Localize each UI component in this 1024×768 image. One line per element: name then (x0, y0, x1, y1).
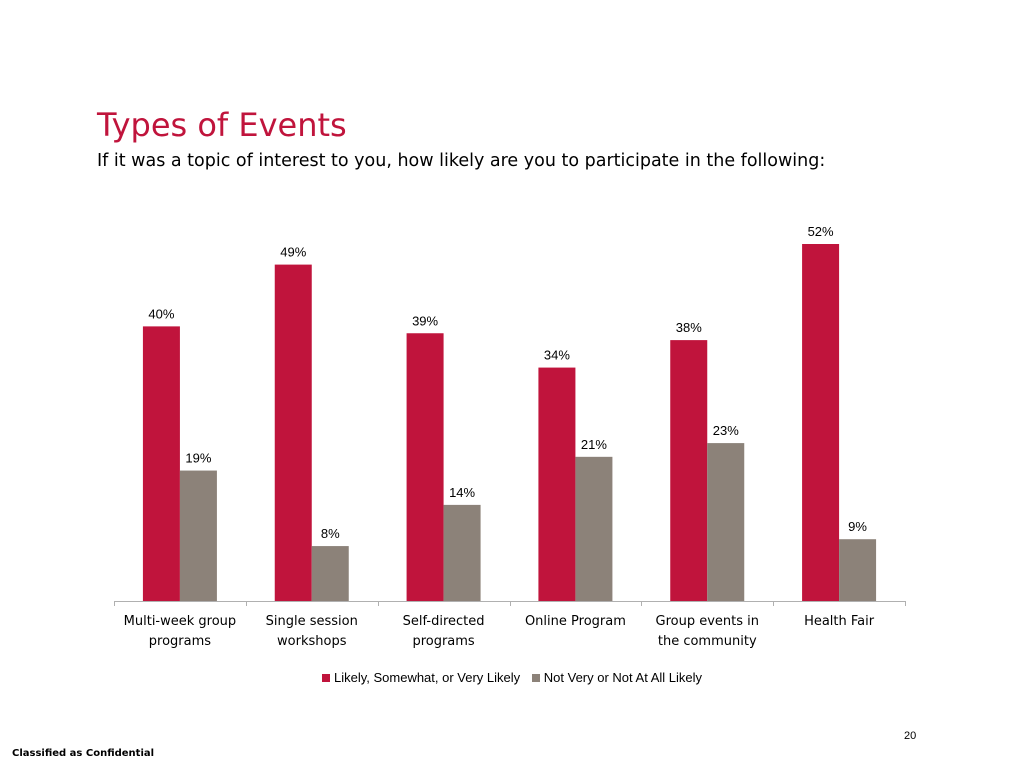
bar-likely (670, 340, 708, 601)
legend-item-likely: Likely, Somewhat, or Very Likely (321, 670, 521, 685)
data-label: 39% (412, 313, 438, 328)
bar-likely (538, 367, 576, 601)
data-label: 19% (185, 451, 211, 466)
slide-subtitle: If it was a topic of interest to you, ho… (97, 151, 826, 171)
bar-not-likely (179, 470, 217, 601)
category-label: workshops (277, 634, 347, 649)
bar-likely (406, 333, 444, 601)
slide-title: Types of Events (97, 106, 347, 144)
data-label: 34% (544, 348, 570, 363)
bar-likely (142, 326, 180, 601)
data-label: 49% (280, 245, 306, 260)
page-number: 20 (904, 730, 917, 742)
category-label: Multi-week group (124, 614, 237, 629)
bar-likely (802, 244, 840, 601)
category-label: Self-directed (403, 614, 485, 629)
bar-not-likely (311, 546, 349, 601)
category-label: programs (412, 634, 474, 649)
data-label: 21% (581, 437, 607, 452)
category-label: Online Program (525, 614, 626, 629)
data-label: 23% (713, 423, 739, 438)
legend-label-likely: Likely, Somewhat, or Very Likely (333, 670, 521, 685)
legend-swatch-not-likely (531, 673, 540, 682)
data-label: 52% (808, 224, 834, 239)
category-label: the community (658, 634, 757, 649)
legend-swatch-likely (321, 673, 330, 682)
category-label: Group events in (656, 614, 760, 629)
bar-not-likely (443, 504, 481, 601)
bar-not-likely (575, 456, 613, 601)
category-label: programs (149, 634, 211, 649)
data-label: 9% (848, 519, 867, 534)
category-label: Single session (266, 614, 358, 629)
confidential-footer: Classified as Confidential (12, 748, 155, 759)
bar-not-likely (707, 443, 745, 601)
bar-not-likely (839, 539, 877, 601)
legend-label-not-likely: Not Very or Not At All Likely (543, 670, 703, 685)
data-label: 38% (676, 320, 702, 335)
legend-item-not-likely: Not Very or Not At All Likely (531, 670, 703, 685)
data-label: 8% (321, 526, 340, 541)
data-label: 40% (148, 306, 174, 321)
chart-legend: Likely, Somewhat, or Very Likely Not Ver… (0, 670, 1024, 685)
category-label: Health Fair (804, 614, 875, 629)
data-label: 14% (449, 485, 475, 500)
bar-likely (274, 264, 312, 601)
